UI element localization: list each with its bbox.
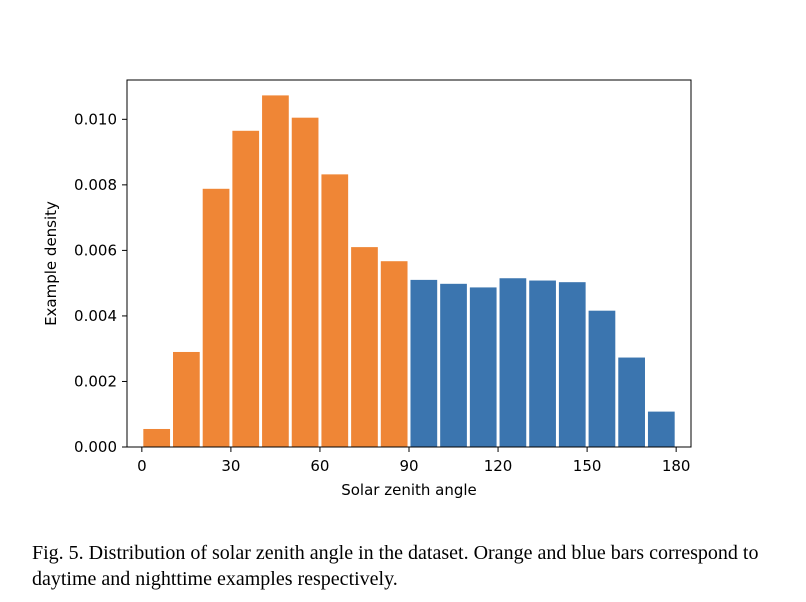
figure-caption: Fig. 5. Distribution of solar zenith ang…: [32, 542, 759, 590]
y-tick-label: 0.004: [74, 307, 117, 325]
bar-120-130: [499, 278, 527, 447]
x-tick-label: 150: [573, 457, 602, 475]
bar-0-10: [143, 428, 171, 447]
x-tick-label: 180: [662, 457, 691, 475]
bar-10-20: [173, 351, 200, 447]
histogram-chart: 0 30 60 90 120 150 180 0.0000.0020.0040.0060.0…: [42, 79, 692, 499]
bar-40-50: [262, 95, 289, 448]
x-axis-ticks: 0 30 60 90 120 150 180: [137, 447, 690, 475]
bar-30-40: [232, 130, 260, 448]
x-tick-label: 120: [484, 457, 513, 475]
y-tick-label: 0.008: [74, 176, 117, 194]
x-axis-label: Solar zenith angle: [341, 481, 477, 499]
bar-110-120: [469, 287, 497, 447]
bar-50-60: [291, 117, 319, 447]
x-tick-label: 60: [310, 457, 329, 475]
bar-70-80: [351, 247, 378, 447]
y-tick-label: 0.002: [74, 372, 117, 390]
y-tick-label: 0.000: [74, 438, 117, 456]
y-tick-label: 0.006: [74, 241, 117, 259]
bar-60-70: [321, 174, 349, 447]
x-tick-label: 0: [137, 457, 147, 475]
bar-170-180: [647, 411, 675, 447]
bar-160-170: [618, 357, 645, 447]
bar-90-100: [410, 279, 438, 447]
bar-80-90: [380, 261, 408, 447]
y-tick-label: 0.010: [74, 110, 117, 128]
bar-130-140: [529, 280, 556, 447]
y-axis-ticks: 0.000 0.002 0.004 0.006 0.008 0.010: [74, 110, 127, 456]
bars-group: [143, 95, 675, 448]
y-axis-label: Example density: [42, 201, 60, 326]
x-tick-label: 30: [221, 457, 240, 475]
x-tick-label: 90: [399, 457, 418, 475]
bar-20-30: [202, 188, 230, 447]
bar-140-150: [558, 282, 586, 447]
bar-150-160: [588, 310, 616, 447]
bar-100-110: [440, 283, 467, 447]
